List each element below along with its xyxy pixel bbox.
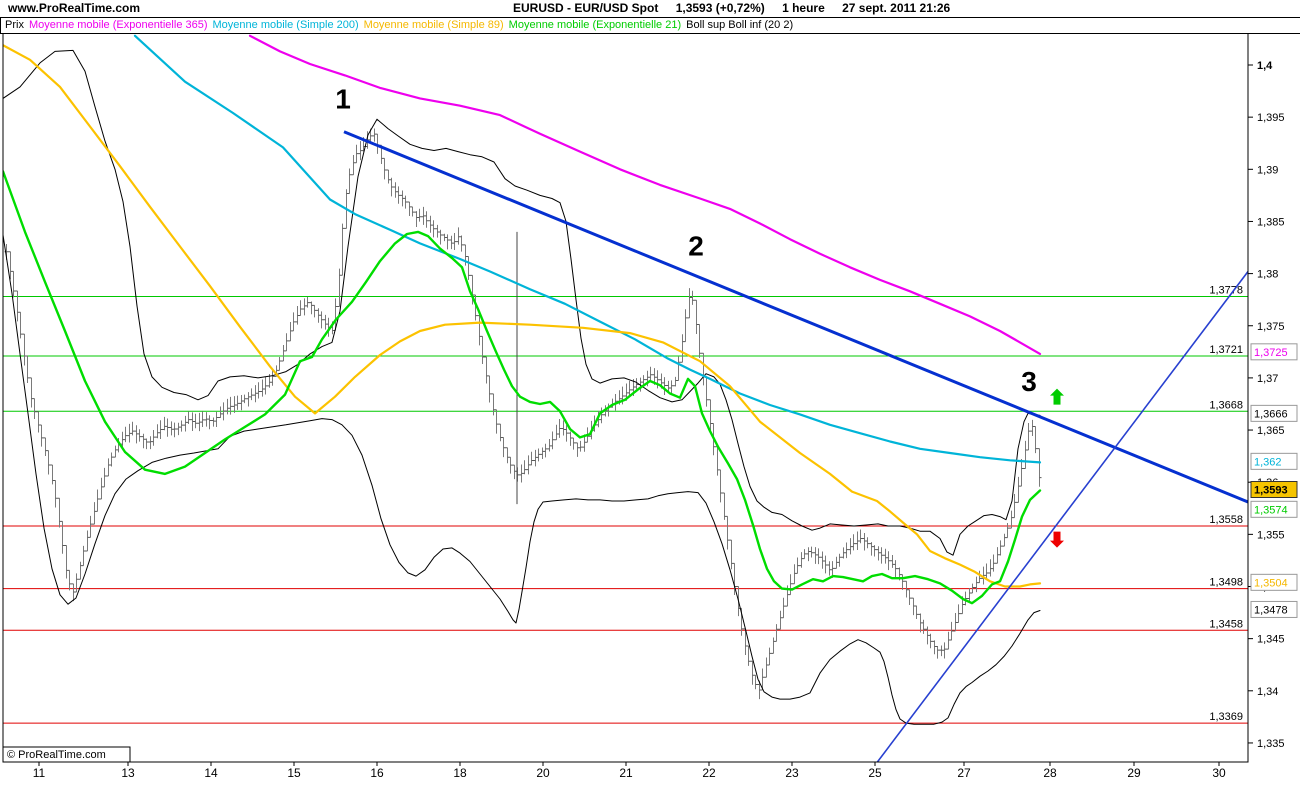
legend-item-1[interactable]: Moyenne mobile (Exponentielle 365) [28, 19, 208, 31]
copyright-box: © ProRealTime.com [2, 746, 131, 763]
y-tick-1,365: 1,365 [1257, 425, 1285, 437]
title-bar: www.ProRealTime.com EURUSD - EUR/USD Spo… [0, 0, 1300, 17]
level-label-1,3458: 1,3458 [1209, 618, 1243, 630]
datetime-label: 27 sept. 2011 21:26 [842, 1, 951, 15]
x-label-27: 27 [957, 766, 971, 780]
x-label-21: 21 [619, 766, 633, 780]
y-tick-1,355: 1,355 [1257, 529, 1285, 541]
curve-boll_inf [3, 234, 1041, 725]
x-label-14: 14 [204, 766, 218, 780]
horizontal-levels[interactable]: 1,3778 1,3721 1,3668 1,3558 1,3498 1,3458 1,33… [3, 285, 1248, 724]
level-label-1,3369: 1,3369 [1209, 711, 1243, 723]
x-label-22: 22 [702, 766, 716, 780]
y-tick-1,34: 1,34 [1257, 686, 1278, 698]
y-tick-1,395: 1,395 [1257, 112, 1285, 124]
x-label-11: 11 [33, 766, 46, 780]
level-label-1,3668: 1,3668 [1209, 399, 1243, 411]
price-chart-svg[interactable]: 1,37781,37211,36681,35581,34981,34581,33… [0, 34, 1300, 780]
price-box-1,3478: 1,3478 [1254, 604, 1288, 616]
curve-ema365 [248, 34, 1042, 355]
x-label-18: 18 [453, 766, 467, 780]
trendline-1[interactable] [343, 130, 1248, 504]
x-label-30: 30 [1212, 766, 1226, 780]
level-label-1,3558: 1,3558 [1209, 514, 1243, 526]
chart-title-group: EURUSD - EUR/USD Spot 1,3593 (+0,72%) 1 … [513, 1, 964, 15]
signal-arrows [1050, 388, 1064, 548]
x-label-16: 16 [370, 766, 384, 780]
x-label-15: 15 [287, 766, 301, 780]
x-label-28: 28 [1043, 766, 1057, 780]
curve-ema21 [3, 170, 1042, 605]
plot-content [3, 34, 1248, 764]
site-logo-text[interactable]: www.ProRealTime.com [8, 1, 141, 15]
wave-annotations: 1 2 3 [335, 83, 1037, 397]
annotation-3: 3 [1021, 366, 1037, 397]
last-price-and-change: 1,3593 (+0,72%) [675, 1, 765, 15]
y-tick-1,375: 1,375 [1257, 321, 1285, 333]
price-axis[interactable]: 1,41,3951,391,3851,381,3751,371,3651,361… [1248, 60, 1298, 750]
level-label-1,3721: 1,3721 [1209, 344, 1243, 356]
legend-item-5[interactable]: Boll sup Boll inf (20 2) [686, 19, 794, 31]
y-tick-1,38: 1,38 [1257, 269, 1278, 281]
price-box-1,3593: 1,3593 [1254, 485, 1288, 497]
curve-sma200 [133, 34, 1042, 464]
y-tick-1,335: 1,335 [1257, 738, 1285, 750]
x-label-13: 13 [121, 766, 135, 780]
legend-item-3[interactable]: Moyenne mobile (Simple 89) [363, 19, 504, 31]
price-box-1,3574: 1,3574 [1254, 504, 1288, 516]
trendline-2[interactable] [876, 271, 1248, 764]
price-box-1,3504: 1,3504 [1254, 577, 1288, 589]
chart-area[interactable]: 1,3778 1,3721 1,3668 1,3558 1,3498 1,3458 1,33… [0, 34, 1300, 780]
annotation-2: 2 [688, 230, 704, 261]
y-tick-1,37: 1,37 [1257, 373, 1278, 385]
y-tick-1,345: 1,345 [1257, 634, 1285, 646]
curve-sma89 [3, 44, 1042, 588]
legend-item-0[interactable]: Prix [5, 19, 24, 31]
price-box-1,362: 1,362 [1254, 456, 1282, 468]
timeframe-label[interactable]: 1 heure [782, 1, 825, 15]
legend-item-4[interactable]: Moyenne mobile (Exponentielle 21) [508, 19, 682, 31]
y-tick-1,39: 1,39 [1257, 164, 1278, 176]
instrument-title: EURUSD - EUR/USD Spot [513, 1, 659, 15]
x-label-25: 25 [868, 766, 882, 780]
level-label-1,3778: 1,3778 [1209, 285, 1243, 297]
price-box-1,3725: 1,3725 [1254, 347, 1288, 359]
price-box-1,3666: 1,3666 [1254, 408, 1288, 420]
up-arrow-icon [1050, 388, 1064, 405]
annotation-1: 1 [335, 83, 351, 114]
level-label-1,3498: 1,3498 [1209, 577, 1243, 589]
x-label-20: 20 [536, 766, 550, 780]
x-label-29: 29 [1127, 766, 1141, 780]
time-axis[interactable]: 11 13 14 15 16 18 20 21 22 23 25 27 28 29 30 [33, 762, 1226, 780]
down-arrow-icon [1050, 531, 1064, 548]
y-tick-1,385: 1,385 [1257, 216, 1285, 228]
legend-item-2[interactable]: Moyenne mobile (Simple 200) [212, 19, 359, 31]
indicator-legend: Prix Moyenne mobile (Exponentielle 365) Mo… [0, 17, 1300, 34]
y-tick-1,4: 1,4 [1257, 60, 1273, 72]
copyright-text: © ProRealTime.com [7, 749, 106, 761]
x-label-23: 23 [785, 766, 799, 780]
